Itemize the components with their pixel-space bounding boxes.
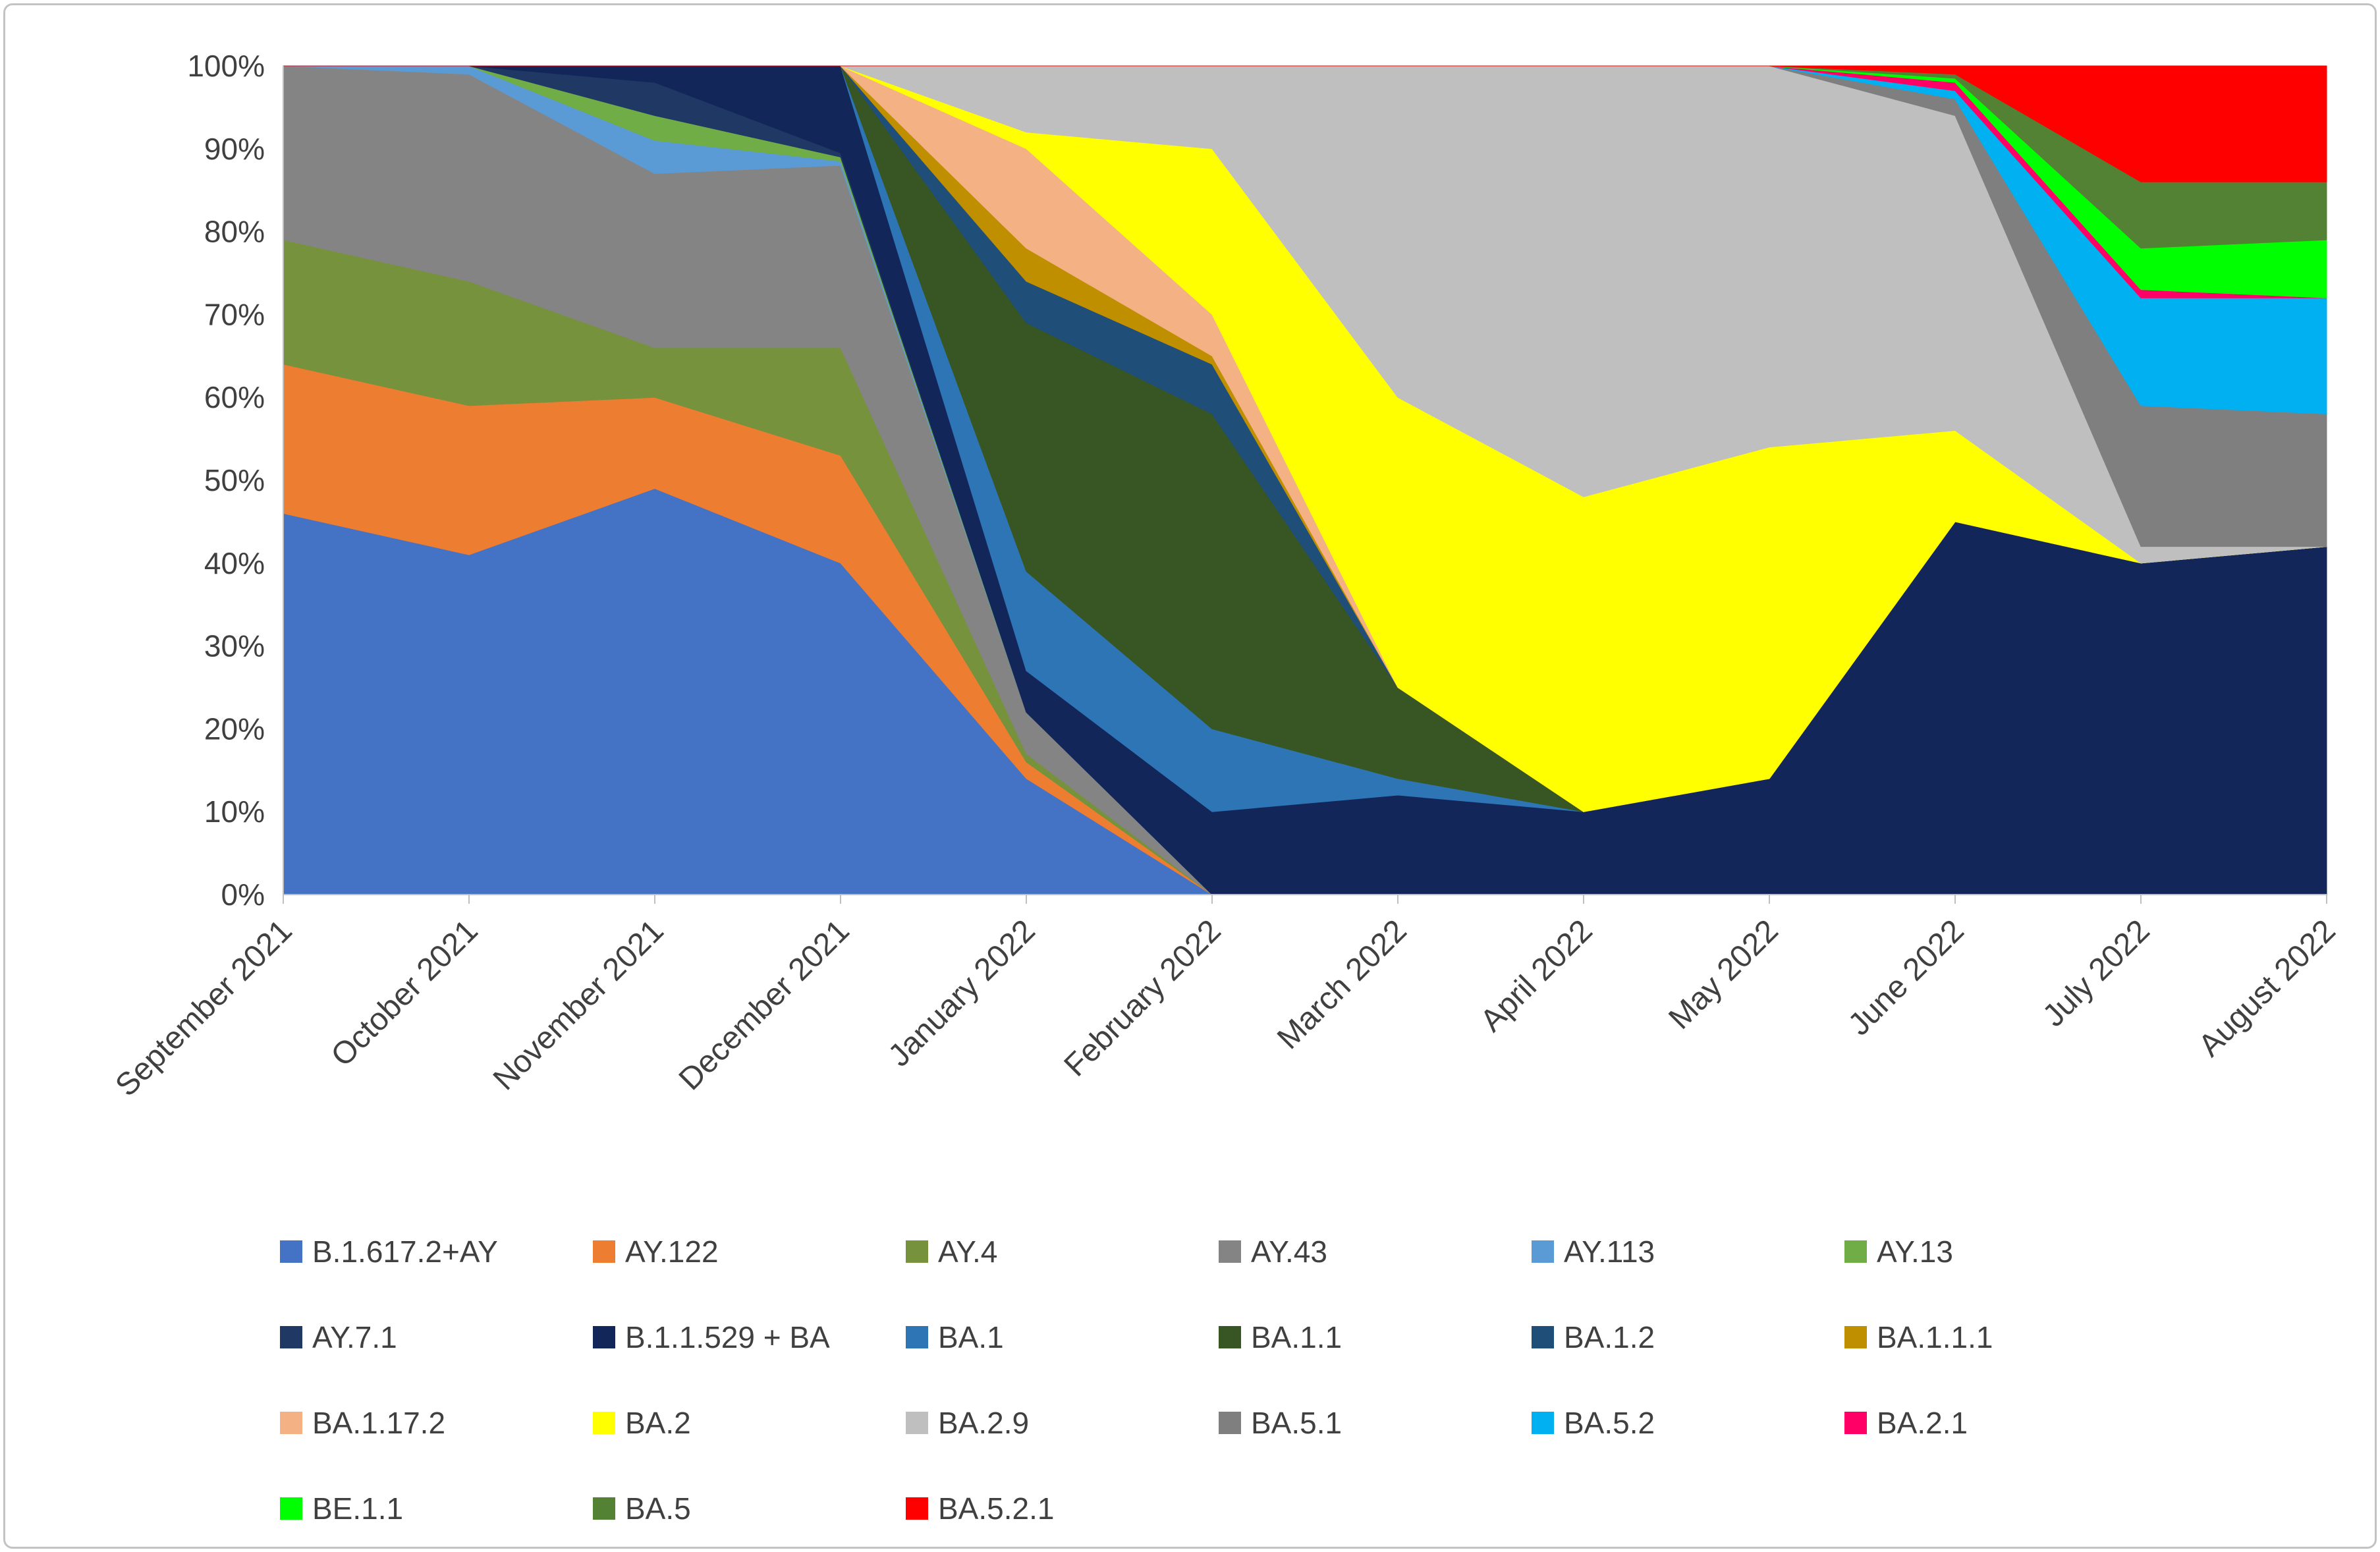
legend-label: BA.2.9 xyxy=(938,1406,1030,1440)
legend-item-b-1-1-529-ba: B.1.1.529 + BA xyxy=(593,1319,906,1356)
stacked-area-chart: 0% 10% 20% 30% 40% 50% 60% 70% 80% 90% 100% Septemb… xyxy=(109,49,2342,1103)
legend-swatch xyxy=(593,1326,615,1348)
legend-label: BA.1 xyxy=(938,1320,1004,1354)
y-tick-label: 20% xyxy=(204,711,265,746)
legend-label: AY.43 xyxy=(1251,1234,1327,1269)
legend-item-b-1-617-2-ay: B.1.617.2+AY xyxy=(280,1233,593,1270)
chart-legend: B.1.617.2+AY AY.122 AY.4 AY.43 AY.113 AY.13 AY… xyxy=(280,1233,2157,1527)
y-tick-label: 0% xyxy=(221,877,265,912)
x-tick-label: December 2021 xyxy=(673,913,856,1097)
legend-swatch xyxy=(1219,1326,1241,1348)
legend-item-ba-1-2: BA.1.2 xyxy=(1532,1319,1844,1356)
legend-label: AY.13 xyxy=(1877,1234,1953,1269)
legend-item-ba-5-2-1: BA.5.2.1 xyxy=(906,1490,1219,1527)
legend-item-be-1-1: BE.1.1 xyxy=(280,1490,593,1527)
legend-item-ba-1-17-2: BA.1.17.2 xyxy=(280,1404,593,1441)
legend-swatch xyxy=(280,1240,302,1263)
x-tick-label: August 2022 xyxy=(2192,913,2342,1063)
x-tick-label: January 2022 xyxy=(882,913,1042,1073)
legend-label: AY.113 xyxy=(1564,1234,1655,1269)
legend-swatch xyxy=(1219,1412,1241,1434)
x-tick-label: November 2021 xyxy=(487,913,671,1097)
y-tick-label: 80% xyxy=(204,215,265,249)
x-tick-label: September 2021 xyxy=(109,913,298,1103)
y-tick-label: 70% xyxy=(204,297,265,331)
legend-label: B.1.617.2+AY xyxy=(312,1234,498,1269)
legend-item-ba-5: BA.5 xyxy=(593,1490,906,1527)
legend-swatch xyxy=(593,1240,615,1263)
legend-swatch xyxy=(906,1412,928,1434)
legend-swatch xyxy=(1844,1326,1867,1348)
legend-item-ay-43: AY.43 xyxy=(1219,1233,1532,1270)
legend-item-ba-1-1: BA.1.1 xyxy=(1219,1319,1532,1356)
legend-label: BA.1.1 xyxy=(1251,1320,1342,1354)
legend-swatch xyxy=(1532,1412,1554,1434)
legend-label: BA.1.17.2 xyxy=(312,1406,446,1440)
legend-swatch xyxy=(906,1326,928,1348)
area-ba-5-2-1 xyxy=(283,65,2327,182)
legend-swatch xyxy=(593,1497,615,1520)
y-tick-label: 50% xyxy=(204,463,265,497)
y-tick-label: 90% xyxy=(204,132,265,166)
legend-item-ay-7-1: AY.7.1 xyxy=(280,1319,593,1356)
legend-label: BA.5.2.1 xyxy=(938,1491,1055,1526)
x-tick-label: June 2022 xyxy=(1842,913,1971,1042)
x-tick-label: May 2022 xyxy=(1662,913,1785,1036)
legend-item-ba-2-1: BA.2.1 xyxy=(1844,1404,2157,1441)
legend-label: BA.1.1.1 xyxy=(1877,1320,1993,1354)
legend-item-ba-2: BA.2 xyxy=(593,1404,906,1441)
x-tick-label: March 2022 xyxy=(1271,913,1414,1056)
legend-item-ay-4: AY.4 xyxy=(906,1233,1219,1270)
legend-item-ba-5-1: BA.5.1 xyxy=(1219,1404,1532,1441)
legend-label: BE.1.1 xyxy=(312,1491,404,1526)
legend-item-ba-2-9: BA.2.9 xyxy=(906,1404,1219,1441)
x-tick-label: April 2022 xyxy=(1474,913,1599,1038)
x-tick-label: July 2022 xyxy=(2036,913,2157,1034)
legend-label: BA.5.2 xyxy=(1564,1406,1655,1440)
legend-swatch xyxy=(280,1497,302,1520)
x-tick-label: October 2021 xyxy=(325,913,485,1073)
y-tick-label: 40% xyxy=(204,546,265,580)
legend-label: AY.4 xyxy=(938,1234,998,1269)
legend-swatch xyxy=(280,1326,302,1348)
y-tick-label: 60% xyxy=(204,380,265,414)
legend-swatch xyxy=(1844,1240,1867,1263)
y-tick-label: 100% xyxy=(187,49,265,83)
legend-label: BA.1.2 xyxy=(1564,1320,1655,1354)
legend-swatch xyxy=(1844,1412,1867,1434)
legend-label: BA.5.1 xyxy=(1251,1406,1342,1440)
x-tick-label: February 2022 xyxy=(1058,913,1228,1083)
legend-label: BA.2.1 xyxy=(1877,1406,1968,1440)
legend-item-ay-13: AY.13 xyxy=(1844,1233,2157,1270)
legend-swatch xyxy=(280,1412,302,1434)
legend-label: B.1.1.529 + BA xyxy=(625,1320,830,1354)
legend-label: BA.2 xyxy=(625,1406,691,1440)
legend-swatch xyxy=(1219,1240,1241,1263)
legend-item-ay-122: AY.122 xyxy=(593,1233,906,1270)
legend-item-ba-5-2: BA.5.2 xyxy=(1532,1404,1844,1441)
legend-label: AY.122 xyxy=(625,1234,719,1269)
y-tick-label: 10% xyxy=(204,794,265,829)
legend-item-ba-1-1-1: BA.1.1.1 xyxy=(1844,1319,2157,1356)
legend-swatch xyxy=(1532,1240,1554,1263)
legend-swatch xyxy=(906,1240,928,1263)
legend-swatch xyxy=(593,1412,615,1434)
legend-label: BA.5 xyxy=(625,1491,691,1526)
y-tick-label: 30% xyxy=(204,629,265,663)
legend-item-ay-113: AY.113 xyxy=(1532,1233,1844,1270)
legend-label: AY.7.1 xyxy=(312,1320,397,1354)
legend-item-ba-1: BA.1 xyxy=(906,1319,1219,1356)
legend-swatch xyxy=(906,1497,928,1520)
legend-swatch xyxy=(1532,1326,1554,1348)
